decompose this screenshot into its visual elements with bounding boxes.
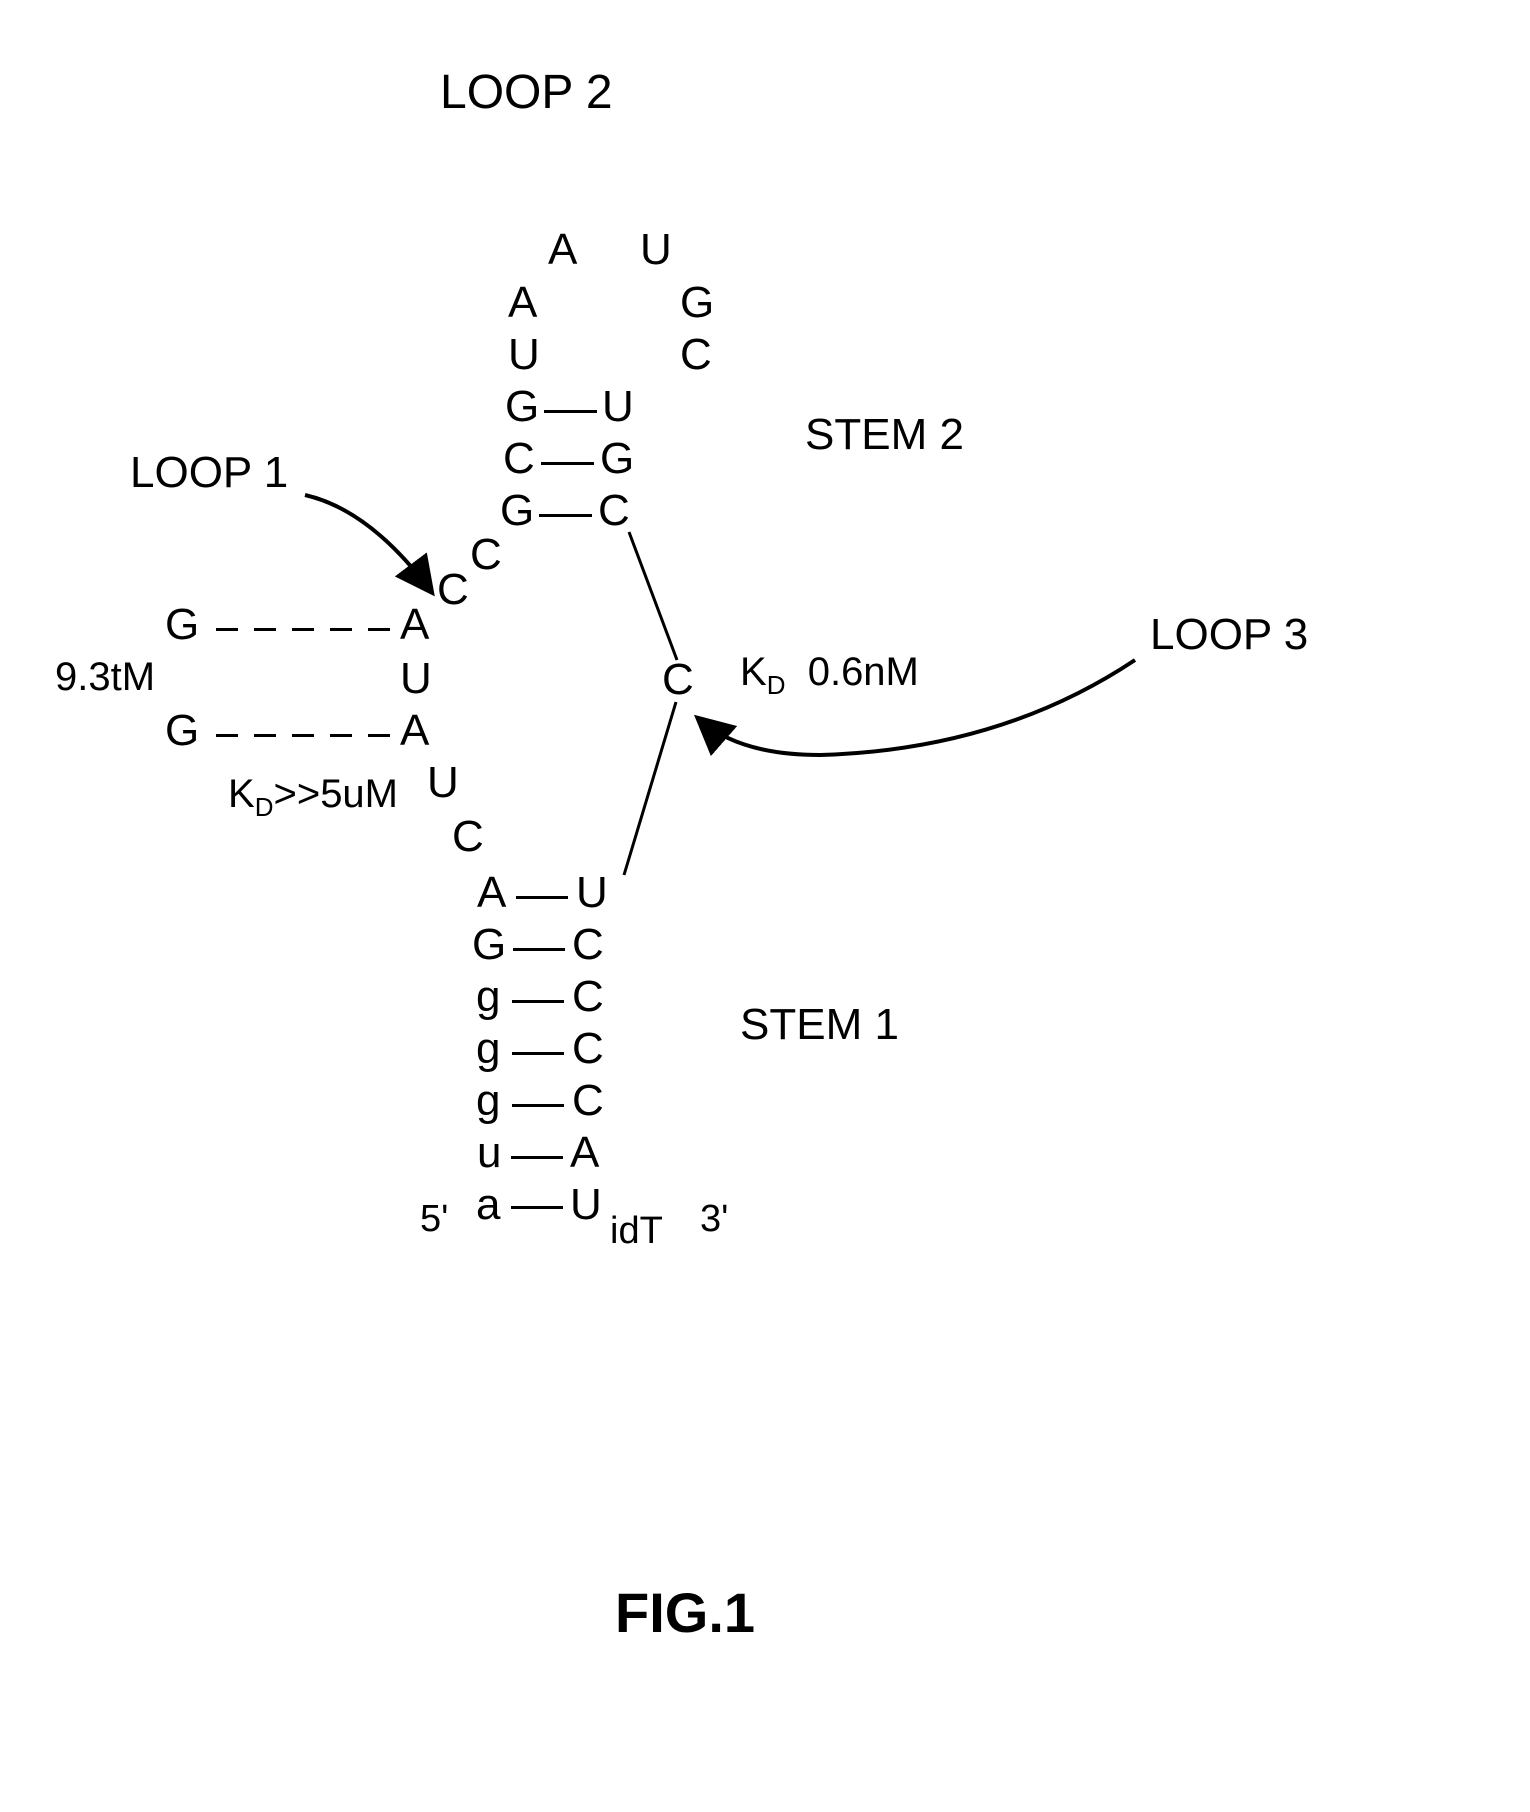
stem2-g2: G: [600, 434, 634, 484]
stem1-bond4: [512, 1104, 564, 1107]
stem1-c1: C: [572, 920, 604, 970]
stem2-c2: C: [503, 434, 535, 484]
dash1-5: [368, 628, 390, 631]
figure-caption: FIG.1: [615, 1580, 755, 1645]
kd3-value: 0.6nM: [808, 650, 919, 694]
stem2-label: STEM 2: [805, 410, 964, 460]
dash1-2: [254, 628, 276, 631]
stem2-bond1: [544, 410, 597, 413]
dash1-1: [216, 628, 238, 631]
loop2-g: G: [680, 278, 714, 328]
stem2-bond3: [539, 514, 592, 517]
dash2-5: [368, 734, 390, 737]
arrows-svg: [0, 0, 1530, 1812]
stem1-c3: C: [572, 1024, 604, 1074]
stem1-bond0: [516, 896, 568, 899]
dash2-3: [292, 734, 314, 737]
stem1-g4: g: [476, 1076, 500, 1126]
loop1-c2: C: [437, 565, 469, 615]
stem1-c4: C: [572, 1076, 604, 1126]
stem1-g3: g: [476, 1024, 500, 1074]
loop2-a-left: A: [548, 225, 577, 275]
loop1-a: A: [400, 600, 429, 650]
stem1-bond2: [512, 1000, 564, 1003]
loop3-c: C: [662, 655, 694, 705]
loop2-title: LOOP 2: [440, 65, 613, 120]
loop1-u2: U: [427, 758, 459, 808]
stem2-u1: U: [602, 382, 634, 432]
kd2-label: KD>>5uM: [228, 772, 398, 823]
loop1-g2: G: [165, 706, 199, 756]
kd3-d: D: [767, 670, 786, 700]
stem1-bond3: [512, 1052, 564, 1055]
stem2-bond2: [541, 462, 594, 465]
stem1-a6: a: [476, 1180, 500, 1230]
dash2-4: [330, 734, 352, 737]
stem2-g1: G: [505, 382, 539, 432]
loop2-u-right: U: [640, 225, 672, 275]
stem2-c0: C: [680, 330, 712, 380]
stem1-u6: U: [570, 1180, 602, 1230]
loop1-c3: C: [452, 812, 484, 862]
dash1-3: [292, 628, 314, 631]
loop3-label: LOOP 3: [1150, 610, 1308, 660]
stem1-label: STEM 1: [740, 1000, 899, 1050]
loop1-label: LOOP 1: [130, 448, 288, 498]
stem1-c2: C: [572, 972, 604, 1022]
stem1-u5: u: [477, 1128, 501, 1178]
stem1-g2: g: [476, 972, 500, 1022]
dash1-4: [330, 628, 352, 631]
stem1-bond5: [511, 1156, 563, 1159]
loop1-a2: A: [400, 706, 429, 756]
loop1-g1: G: [165, 600, 199, 650]
dash2-1: [216, 734, 238, 737]
kd3-k: K: [740, 650, 767, 694]
dash2-2: [254, 734, 276, 737]
kd1-value: 9.3tM: [55, 655, 155, 700]
stem1-bond1: [513, 948, 565, 951]
kd2-suffix: >>5uM: [273, 772, 398, 816]
kd3-label: KD 0.6nM: [740, 650, 919, 701]
loop2-a2: A: [508, 278, 537, 328]
stem2-c3: C: [598, 486, 630, 536]
three-prime: 3': [700, 1198, 728, 1241]
stem1-a5: A: [570, 1128, 599, 1178]
stem1-u0: U: [576, 868, 608, 918]
stem1-a0: A: [477, 868, 506, 918]
connector-svg: [0, 0, 1530, 1812]
stem1-g1: G: [472, 920, 506, 970]
five-prime: 5': [420, 1198, 448, 1241]
loop1-c1: C: [470, 530, 502, 580]
stem2-g3: G: [500, 486, 534, 536]
stem1-bond6: [511, 1206, 563, 1209]
kd2-k: K: [228, 772, 255, 816]
idt-label: idT: [610, 1210, 663, 1253]
kd2-d: D: [255, 792, 274, 822]
loop1-u: U: [400, 654, 432, 704]
stem2-u: U: [508, 330, 540, 380]
